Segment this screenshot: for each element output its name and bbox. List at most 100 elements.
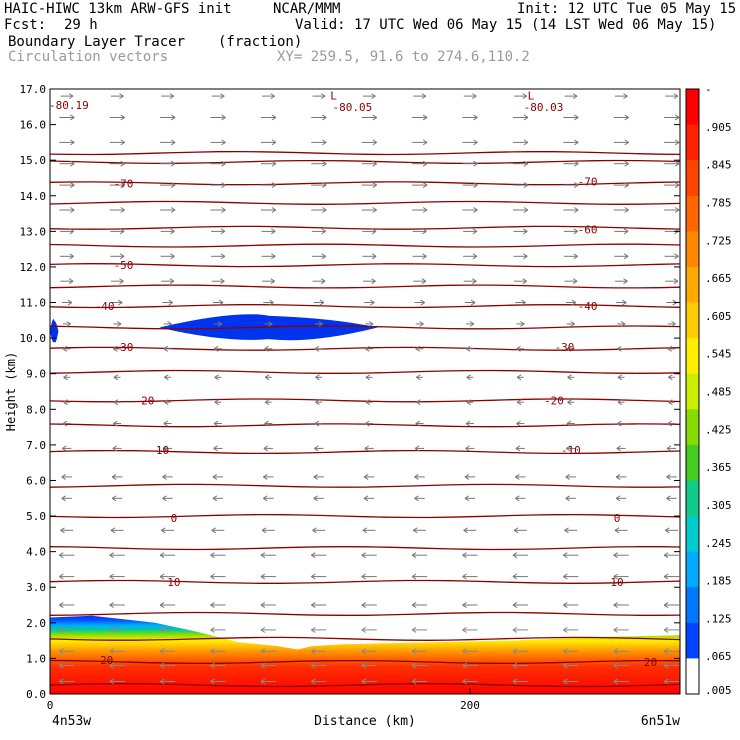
color-scale-label: .125	[705, 612, 732, 625]
vector-arrowhead	[473, 207, 478, 213]
vector-arrowhead	[566, 345, 572, 352]
vector-arrowhead	[260, 552, 266, 559]
temperature-contour	[50, 369, 680, 374]
vector-arrowhead	[368, 320, 374, 327]
vector-arrowhead	[512, 573, 518, 580]
vector-arrowhead	[210, 662, 215, 669]
vector-arrowhead	[421, 278, 427, 285]
vector-arrowhead	[264, 399, 270, 406]
vector-arrowhead	[111, 473, 117, 480]
contour-label: -80.03	[524, 101, 564, 114]
vector-arrowhead	[523, 182, 529, 189]
vector-arrowhead	[112, 445, 117, 452]
vector-arrowhead	[170, 182, 176, 189]
vector-arrowhead	[217, 320, 223, 327]
vector-arrowhead	[421, 93, 427, 100]
vector-arrowhead	[614, 527, 620, 534]
vector-arrowhead	[411, 552, 417, 559]
vector-arrowhead	[164, 399, 169, 406]
vector-arrowhead	[462, 627, 467, 633]
vector-arrowhead	[411, 627, 417, 633]
vector-arrowhead	[311, 552, 316, 559]
vector-arrowhead	[620, 320, 626, 327]
contour-label: -20	[544, 394, 564, 407]
vector-arrowhead	[673, 93, 679, 100]
vector-arrowhead	[70, 207, 75, 213]
x-tick-label: 200	[460, 699, 480, 712]
vector-arrowhead	[572, 93, 578, 100]
vector-arrowhead	[159, 648, 165, 655]
vector-arrowhead	[574, 207, 579, 213]
vector-arrowhead	[624, 207, 629, 213]
vector-arrowhead	[563, 648, 568, 655]
color-scale-swatch	[686, 231, 699, 268]
vector-arrowhead	[170, 160, 176, 167]
contour-label: -80.19	[49, 99, 89, 112]
vector-arrowhead	[311, 627, 316, 633]
vector-arrowhead	[162, 495, 167, 502]
temperature-contour	[50, 611, 680, 616]
vector-arrowhead	[371, 278, 376, 285]
vector-arrowhead	[163, 420, 168, 427]
low-marker: L	[528, 90, 535, 103]
color-scale-label: .245	[705, 537, 732, 550]
vector-arrowhead	[572, 278, 578, 285]
vector-arrowhead	[59, 662, 64, 669]
vector-arrowhead	[119, 253, 125, 260]
vector-arrowhead	[613, 648, 618, 655]
vector-arrowhead	[563, 573, 568, 580]
vector-arrowhead	[671, 320, 676, 327]
vector-arrowhead	[361, 662, 366, 669]
vector-arrowhead	[364, 445, 369, 452]
vector-arrowhead	[663, 573, 669, 580]
vector-arrowhead	[465, 445, 470, 452]
vector-arrowhead	[464, 473, 470, 480]
vector-arrowhead	[523, 207, 529, 213]
vector-arrowhead	[361, 648, 366, 655]
vector-arrowhead	[59, 552, 64, 559]
vector-arrowhead	[466, 374, 471, 381]
temperature-contour	[50, 579, 680, 584]
vector-arrowhead	[365, 345, 370, 352]
vector-arrowhead	[613, 627, 618, 633]
vector-arrowhead	[668, 374, 673, 381]
color-scale-swatch	[686, 195, 699, 232]
vector-arrowhead	[322, 139, 327, 146]
vector-arrowhead	[111, 495, 117, 502]
y-tick-label: 7.0	[26, 439, 46, 452]
vector-arrowhead	[668, 399, 673, 406]
vector-arrowhead	[120, 160, 125, 167]
vector-arrowhead	[170, 228, 175, 235]
vector-arrowhead	[311, 678, 316, 685]
vector-arrowhead	[414, 495, 419, 502]
temperature-contour	[50, 449, 680, 455]
vector-arrowhead	[113, 420, 118, 427]
vector-arrowhead	[365, 399, 371, 406]
vector-arrowhead	[271, 160, 277, 167]
vector-arrowhead	[674, 182, 680, 189]
temperature-contour	[50, 284, 680, 289]
vector-arrowhead	[210, 678, 215, 685]
vector-arrowhead	[473, 139, 478, 146]
vector-arrowhead	[420, 299, 425, 306]
vector-arrowhead	[465, 420, 471, 427]
vector-arrowhead	[59, 573, 64, 580]
vector-arrowhead	[220, 278, 225, 285]
x-tick-label: 0	[47, 699, 54, 712]
vector-arrowhead	[371, 93, 376, 100]
vector-arrowhead	[70, 114, 75, 121]
vector-arrowhead	[574, 114, 579, 121]
vector-arrowhead	[322, 182, 327, 189]
vector-arrowhead	[666, 495, 671, 502]
vector-arrowhead	[314, 345, 320, 352]
vector-arrowhead	[570, 320, 575, 327]
vector-arrowhead	[617, 399, 623, 406]
upper-tracer-blob-1	[50, 318, 59, 343]
vector-arrowhead	[69, 228, 74, 235]
vector-arrowhead	[616, 445, 621, 452]
vector-arrowhead	[565, 495, 570, 502]
color-scale-label: .845	[705, 159, 732, 172]
vector-arrowhead	[512, 678, 518, 685]
vector-arrowhead	[411, 662, 417, 669]
field-name: Boundary Layer Tracer	[8, 34, 186, 50]
